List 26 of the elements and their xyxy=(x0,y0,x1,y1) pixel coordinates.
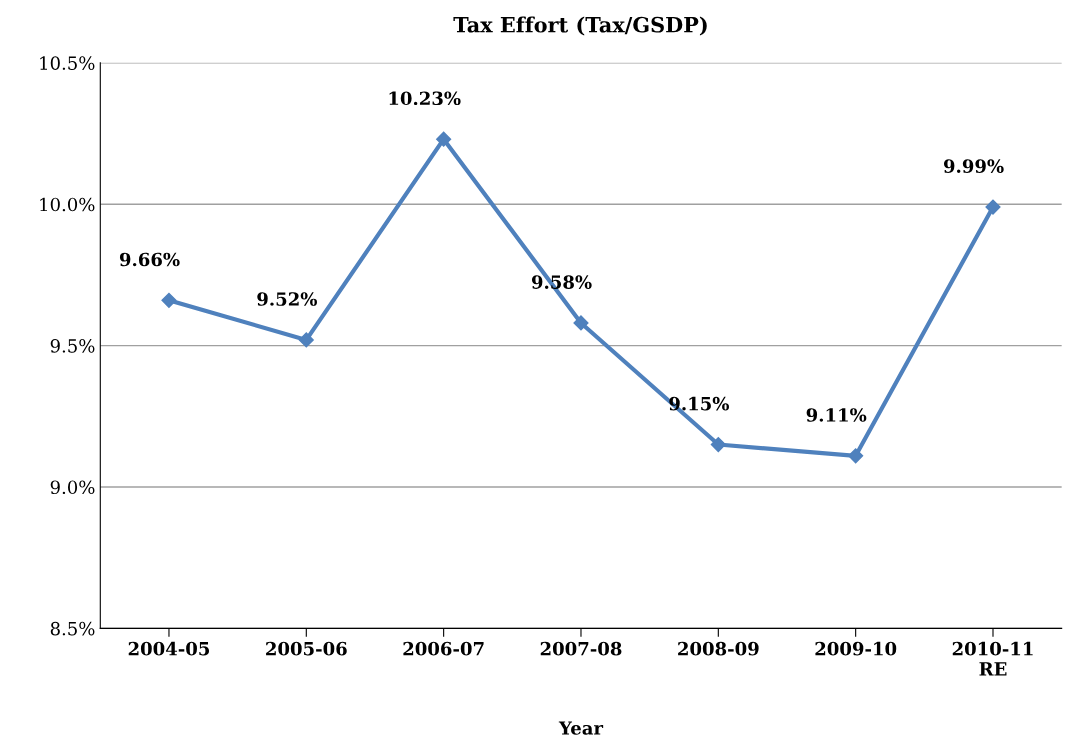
point xyxy=(710,436,726,453)
y-tick-label: 9.5% xyxy=(50,339,95,353)
x-tick-label: 2008-09 xyxy=(678,641,759,656)
x-tick-label: 2004-05 xyxy=(128,641,210,656)
y-tick-label: 8.5% xyxy=(50,621,95,636)
x-tick-label: 2007-08 xyxy=(540,641,622,656)
x-tick-label: 2010-11 RE xyxy=(952,641,1033,676)
x-tick-label: 2005-06 xyxy=(266,641,347,656)
data-label: 9.11% xyxy=(806,408,867,422)
point xyxy=(161,292,177,308)
chart-title: Tax Effort (Tax/GSDP) xyxy=(453,16,707,36)
point xyxy=(573,315,589,331)
point xyxy=(985,199,1001,215)
data-label: 9.99% xyxy=(943,159,1004,173)
data-label: 9.52% xyxy=(257,292,317,306)
data-label: 9.66% xyxy=(119,252,180,267)
data-label: 10.23% xyxy=(389,91,461,106)
y-tick-label: 9.0% xyxy=(50,480,95,495)
y-tick-label: 10.0% xyxy=(40,197,95,212)
point xyxy=(848,448,864,464)
y-tick-label: 10.5% xyxy=(40,56,95,70)
point xyxy=(298,332,314,348)
point xyxy=(436,131,452,147)
x-axis-title: Year xyxy=(558,721,604,735)
x-tick-label: 2006-07 xyxy=(403,641,484,656)
x-tick-label: 2009-10 xyxy=(815,641,897,656)
